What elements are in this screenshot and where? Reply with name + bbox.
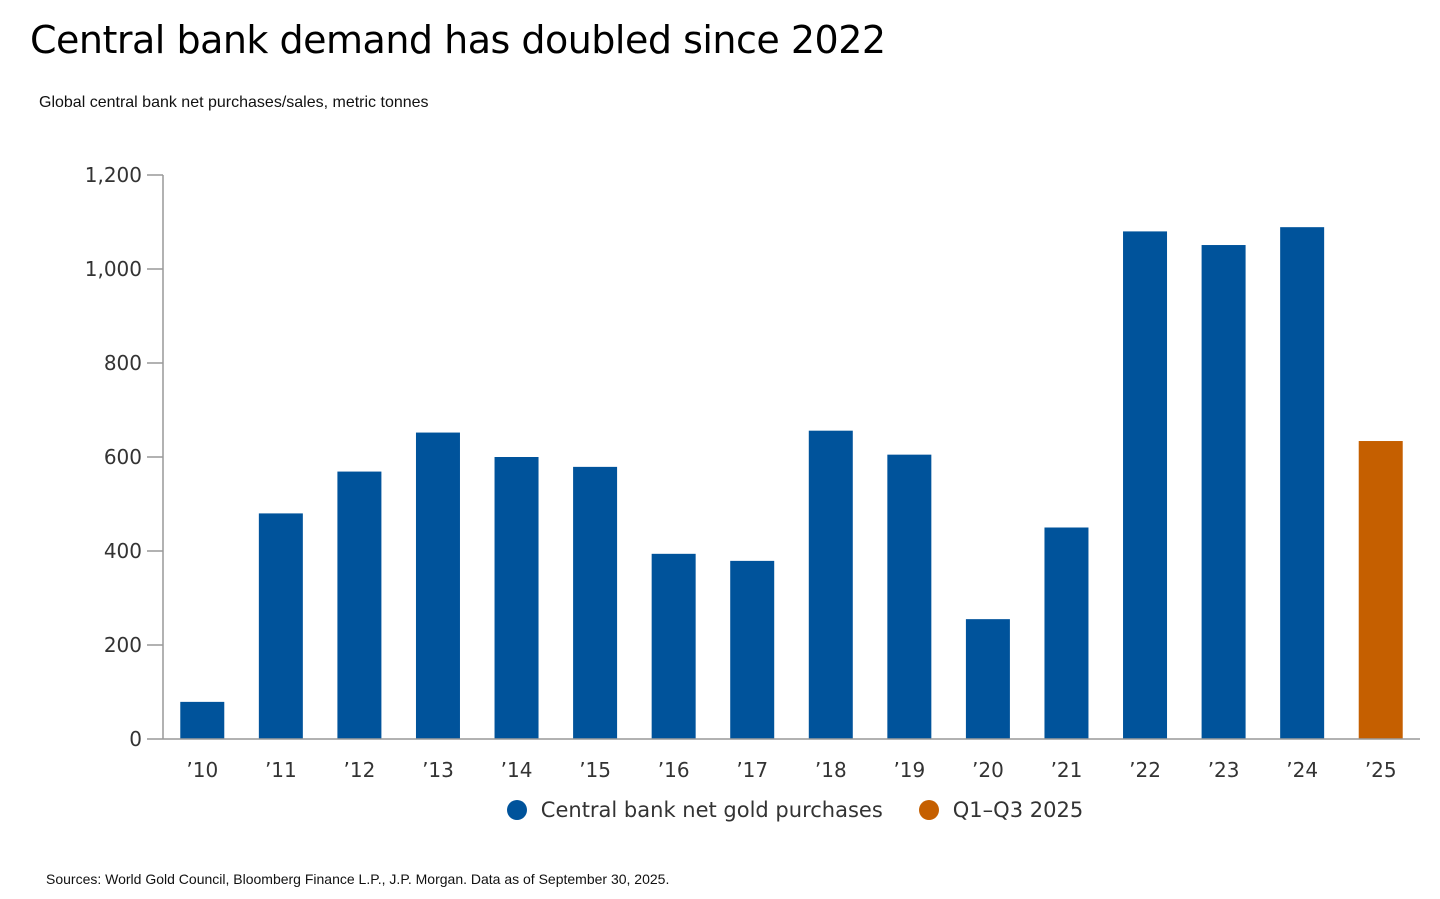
x-tick-label: ’25 bbox=[1365, 758, 1397, 782]
bar-0 bbox=[180, 701, 225, 739]
x-tick-label: ’24 bbox=[1286, 758, 1318, 782]
y-tick-label: 1,200 bbox=[85, 163, 142, 187]
chart-subtitle: Global central bank net purchases/sales,… bbox=[39, 94, 429, 111]
bar-14 bbox=[1280, 227, 1325, 740]
bar-4 bbox=[494, 457, 539, 739]
y-tick-label: 800 bbox=[104, 351, 142, 375]
bar-10 bbox=[965, 619, 1010, 739]
y-tick-label: 400 bbox=[104, 539, 142, 563]
x-tick-label: ’13 bbox=[422, 758, 454, 782]
x-tick-label: ’17 bbox=[736, 758, 768, 782]
legend: Central bank net gold purchases Q1–Q3 20… bbox=[0, 798, 1440, 822]
chart-title: Central bank demand has doubled since 20… bbox=[30, 18, 886, 62]
bar-5 bbox=[573, 466, 618, 739]
bar-8 bbox=[808, 430, 853, 739]
bar-6 bbox=[651, 553, 696, 739]
x-tick-label: ’12 bbox=[344, 758, 376, 782]
x-axis: ’10 ’11 ’12 ’13 ’14 ’15 ’16 ’17 ’18 ’19 ’20 ’21 ’22 ’… bbox=[163, 738, 1420, 782]
x-tick-label: ’23 bbox=[1208, 758, 1240, 782]
y-tick-label: 600 bbox=[104, 445, 142, 469]
bar-3 bbox=[415, 432, 460, 739]
legend-label-2025: Q1–Q3 2025 bbox=[952, 798, 1084, 822]
x-tick-label: ’18 bbox=[815, 758, 847, 782]
bar-12 bbox=[1123, 231, 1168, 739]
bar-11 bbox=[1044, 527, 1089, 739]
legend-swatch-2025 bbox=[918, 800, 939, 820]
bar-7 bbox=[730, 560, 775, 739]
bar-13 bbox=[1201, 245, 1246, 739]
bar-15 bbox=[1358, 441, 1403, 739]
x-tick-label: ’21 bbox=[1051, 758, 1083, 782]
y-tick-label: 1,000 bbox=[85, 257, 142, 281]
bar-1 bbox=[258, 513, 303, 739]
legend-item-purchases: Central bank net gold purchases bbox=[506, 798, 883, 822]
bars bbox=[180, 227, 1403, 740]
x-tick-label: ’22 bbox=[1129, 758, 1161, 782]
legend-item-2025: Q1–Q3 2025 bbox=[918, 798, 1084, 822]
bar-9 bbox=[887, 454, 932, 739]
source-note: Sources: World Gold Council, Bloomberg F… bbox=[46, 871, 670, 887]
y-axis: 0 200 400 600 800 1,000 1,200 bbox=[85, 163, 164, 751]
x-tick-label: ’20 bbox=[972, 758, 1004, 782]
x-tick-label: ’11 bbox=[265, 758, 297, 782]
x-tick-label: ’19 bbox=[893, 758, 925, 782]
legend-swatch-purchases bbox=[506, 800, 527, 820]
legend-label-purchases: Central bank net gold purchases bbox=[540, 798, 883, 822]
y-tick-label: 200 bbox=[104, 633, 142, 657]
x-tick-label: ’14 bbox=[501, 758, 533, 782]
bar-2 bbox=[337, 471, 382, 739]
y-tick-label: 0 bbox=[129, 727, 142, 751]
x-tick-label: ’10 bbox=[186, 758, 218, 782]
x-tick-label: ’16 bbox=[658, 758, 690, 782]
x-tick-label: ’15 bbox=[579, 758, 611, 782]
